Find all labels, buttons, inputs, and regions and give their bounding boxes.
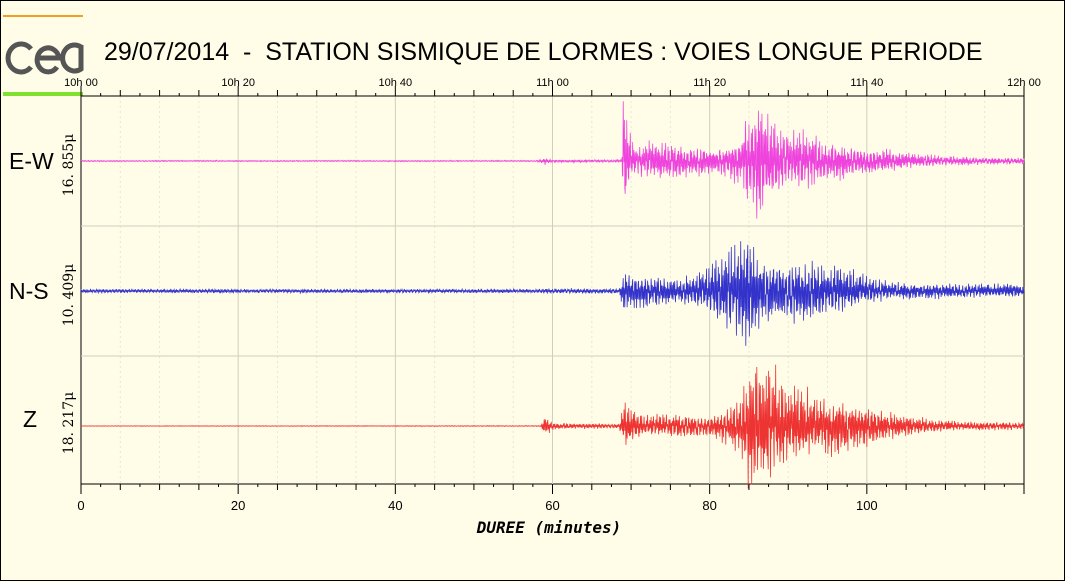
page-title: 29/07/2014 - STATION SISMIQUE DE LORMES … [104, 38, 983, 66]
bottom-axis-tick-label: 20 [231, 498, 245, 513]
logo-top-bar [3, 15, 83, 17]
trace-ns [80, 241, 1025, 346]
amplitude-label: 10. 409μ [61, 264, 77, 327]
bottom-axis-tick-label: 0 [77, 498, 84, 513]
amplitude-label: 16. 855μ [61, 134, 77, 197]
trace-z [80, 364, 1025, 489]
x-axis-label: DUREE (minutes) [476, 518, 622, 537]
channel-labels: E-W 16. 855μ N-S 10. 409μ Z 18. 217μ [9, 134, 77, 455]
top-axis-tick-label: 12h 00 [1007, 77, 1041, 89]
channel-name: E-W [9, 148, 54, 174]
bottom-axis: 0 20 40 60 80 100 [77, 484, 1025, 513]
top-axis-tick-label: 10h 20 [221, 77, 255, 89]
bottom-axis-tick-label: 100 [856, 498, 878, 513]
channel-name: Z [23, 406, 37, 432]
channel-name: N-S [9, 278, 49, 304]
traces [80, 101, 1025, 489]
top-axis: 10h 00 10h 20 10h 40 11h 00 11h 20 11h 40 12h … [64, 77, 1041, 97]
cea-logo [3, 15, 84, 96]
top-axis-tick-label: 11h 00 [536, 77, 569, 89]
top-axis-tick-label: 11h 40 [850, 77, 883, 89]
amplitude-label: 18. 217μ [61, 392, 77, 455]
bottom-axis-tick-label: 40 [388, 498, 402, 513]
bottom-axis-tick-label: 60 [545, 498, 559, 513]
top-axis-tick-label: 10h 40 [379, 77, 413, 89]
trace-ew [80, 101, 1025, 219]
logo-bottom-bar [3, 92, 83, 96]
top-axis-tick-label: 11h 20 [693, 77, 726, 89]
bottom-axis-tick-label: 80 [702, 498, 716, 513]
logo-letters [5, 41, 84, 75]
top-axis-tick-label: 10h 00 [64, 77, 98, 89]
